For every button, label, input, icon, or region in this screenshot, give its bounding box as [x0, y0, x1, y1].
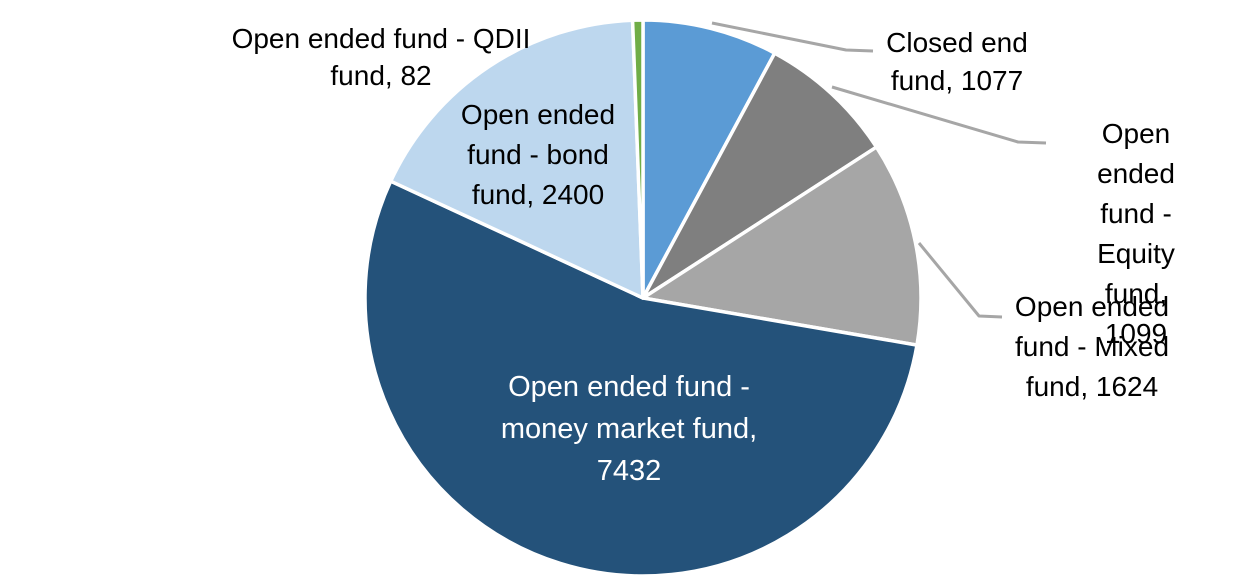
pie-slice-open-ended-qdii-fund — [630, 18, 645, 300]
slice-label-closed-end-fund: Closed end fund, 1077 — [886, 27, 1028, 96]
leader-lines-group — [711, 21, 1047, 319]
slice-label-open-ended-qdii-fund: Open ended fund - QDII fund, 82 — [231, 23, 531, 91]
leader-line-closed-end-fund — [711, 21, 874, 53]
pie-slice-open-ended-bond-fund — [388, 18, 645, 300]
slice-label-open-ended-money-market-fund: Open ended fund - money market fund, 743… — [500, 371, 758, 487]
leader-line-mixed-fund — [917, 242, 1003, 319]
leader-line-equity-fund — [831, 85, 1047, 145]
pie-slice-closed-end-fund — [641, 18, 777, 300]
pie-slices-group — [363, 18, 923, 578]
pie-slice-open-ended-money-market-fund — [363, 179, 919, 578]
pie-slice-open-ended-mixed-fund — [641, 145, 923, 347]
slice-label-open-ended-mixed-fund: Open ended fund - Mixed fund, 1624 — [1014, 291, 1170, 402]
slice-label-open-ended-equity-fund: Open ended fund - Equity fund, 1099 — [1097, 118, 1175, 349]
slice-label-open-ended-bond-fund: Open ended fund - bond fund, 2400 — [460, 99, 616, 210]
pie-slice-open-ended-equity-fund — [641, 51, 879, 300]
